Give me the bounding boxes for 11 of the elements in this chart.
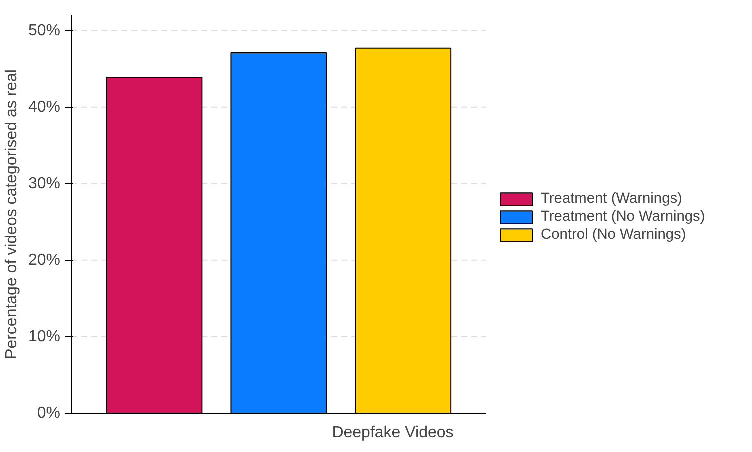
legend-label: Control (No Warnings) — [541, 227, 686, 243]
x-axis-title: Deepfake Videos — [332, 424, 454, 442]
y-tick-label: 10% — [28, 328, 61, 346]
legend-label: Treatment (No Warnings) — [541, 209, 706, 225]
y-axis-title: Percentage of videos categorised as real — [3, 70, 20, 360]
y-tick-label: 20% — [28, 252, 61, 269]
y-tick-label: 50% — [28, 22, 61, 40]
y-tick-label: 0% — [37, 405, 60, 422]
y-tick-label: 40% — [28, 98, 61, 116]
legend-label: Treatment (Warnings) — [541, 191, 682, 207]
y-tick-label: 30% — [28, 175, 61, 192]
